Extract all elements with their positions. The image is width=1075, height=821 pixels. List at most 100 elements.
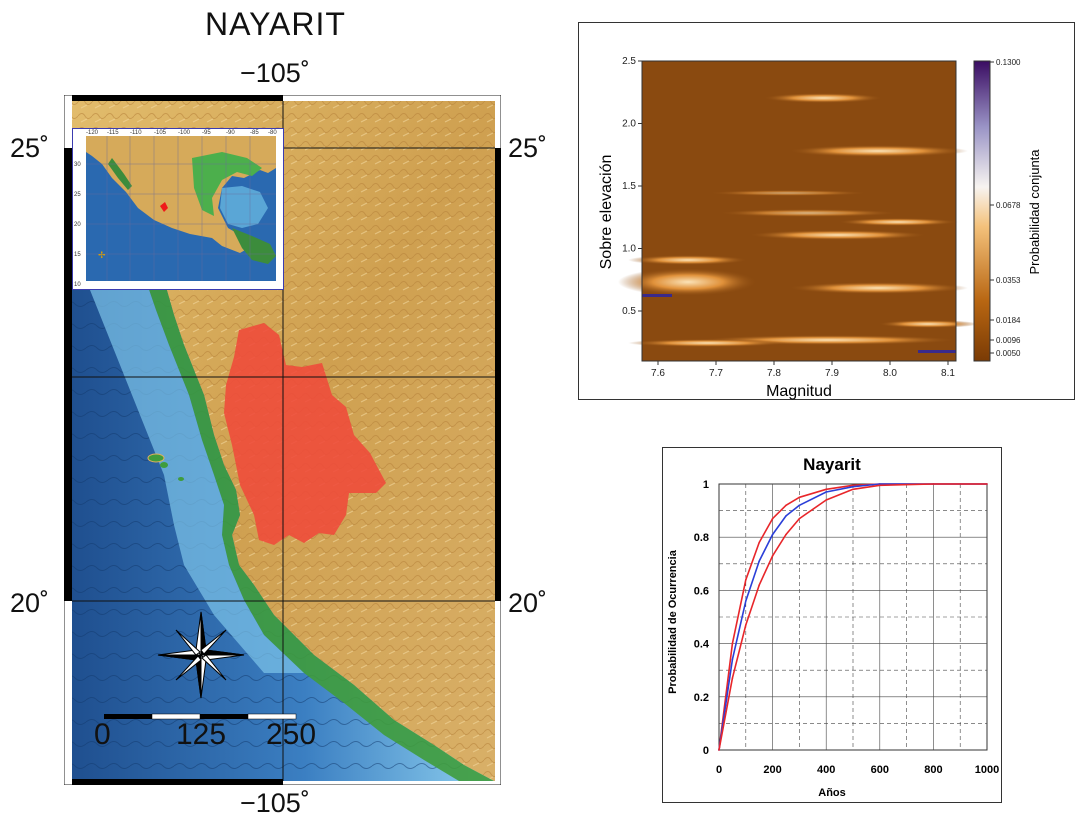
relief-map[interactable]: -120 -115 -110 -105 -100 -95 -90 -85 -80… — [63, 94, 502, 786]
y-axis-label: Sobre elevación — [598, 155, 615, 270]
data-point — [852, 484, 854, 487]
x-tick-label: 600 — [871, 764, 889, 776]
data-point — [825, 491, 827, 493]
lat-label-left-25: 25˚ — [10, 133, 50, 163]
scale-label-250: 250 — [266, 718, 317, 751]
colorbar-tick-label: 0.0184 — [996, 316, 1021, 325]
x-tick-label: 7.6 — [651, 368, 665, 379]
inset-lon-tick: -120 — [86, 130, 99, 136]
heatmap-streaks — [618, 93, 978, 353]
data-point — [731, 658, 734, 661]
data-point — [852, 488, 854, 491]
x-tick-label: 8.0 — [883, 368, 897, 379]
y-tick-label: 2.0 — [622, 119, 636, 130]
y-tick-label: 0.5 — [622, 306, 636, 317]
inset-lat-tick: 30 — [74, 162, 81, 168]
y-tick-label: 2.5 — [622, 56, 636, 67]
map-title: NAYARIT — [205, 6, 346, 42]
y-axis-label: Probabilidad de Ocurrencia — [667, 549, 679, 694]
x-tick-label: 7.7 — [709, 368, 723, 379]
data-point — [758, 541, 760, 544]
x-tick-label: 7.8 — [767, 368, 781, 379]
data-point — [798, 517, 801, 520]
data-point — [986, 483, 988, 485]
x-axis-label: Magnitud — [766, 383, 832, 400]
inset-locator-map: -120 -115 -110 -105 -100 -95 -90 -85 -80… — [71, 127, 285, 291]
scale-label-0: 0 — [94, 718, 111, 751]
chart-title: Nayarit — [803, 455, 861, 474]
colorbar-tick-label: 0.0353 — [996, 276, 1021, 285]
x-tick-label: 8.1 — [941, 368, 955, 379]
data-point — [798, 504, 801, 507]
colorbar-tick-label: 0.0050 — [996, 349, 1021, 358]
nayarit-state-highlight[interactable] — [224, 323, 386, 545]
compass-rose-icon — [156, 610, 246, 700]
data-point — [879, 484, 881, 487]
occurrence-probability-chart: Nayarit Años Probabilidad de Ocurrencia … — [662, 447, 1002, 803]
colorbar — [973, 60, 991, 362]
x-tick-label: 400 — [817, 764, 835, 776]
colorbar-tick-label: 0.0096 — [996, 336, 1021, 345]
inset-lat-tick: 20 — [74, 222, 81, 228]
inset-lat-tick: 25 — [74, 192, 81, 198]
x-tick-label: 0 — [716, 764, 722, 776]
inset-lat-tick: 15 — [74, 252, 81, 258]
y-tick-label: 0 — [703, 745, 709, 757]
lon-label-top: −105˚ — [240, 58, 310, 88]
data-point — [785, 515, 787, 517]
inset-lon-tick: -90 — [226, 130, 235, 136]
data-point — [785, 533, 787, 536]
x-tick-label: 200 — [763, 764, 781, 776]
scale-bar: 0 125 250 — [94, 712, 316, 772]
scale-label-125: 125 — [176, 718, 227, 751]
data-point — [771, 533, 774, 536]
data-point — [798, 496, 801, 499]
inset-lon-tick: -100 — [178, 130, 191, 136]
y-tick-label: 0.2 — [694, 692, 709, 704]
inset-lon-tick: -80 — [268, 130, 277, 136]
inset-compass-icon: ✢ — [98, 250, 106, 260]
y-tick-label: 1.5 — [622, 181, 636, 192]
data-point — [879, 483, 881, 485]
inset-lat-tick: 10 — [74, 282, 81, 288]
inset-lon-tick: -115 — [107, 130, 119, 136]
lat-label-right-25: 25˚ — [508, 133, 548, 163]
data-point — [731, 642, 734, 645]
y-tick-label: 1.0 — [622, 244, 636, 255]
data-point — [932, 483, 935, 485]
series-line-1 — [718, 483, 987, 751]
joint-probability-panel: 7.6 7.7 7.8 7.9 8.0 8.1 0.5 1.0 1.5 2.0 2.5 Magni… — [578, 22, 1075, 400]
data-point — [718, 749, 720, 751]
lat-label-right-20: 20˚ — [508, 588, 548, 618]
colorbar-label: Probabilidad conjunta — [1027, 149, 1042, 275]
data-point — [771, 517, 774, 520]
data-point — [785, 504, 787, 507]
lat-label-left-20: 20˚ — [10, 588, 50, 618]
data-point — [771, 555, 774, 557]
y-tick-label: 0.8 — [694, 532, 709, 544]
x-tick-label: 1000 — [975, 764, 999, 776]
data-point — [745, 578, 747, 581]
inset-lon-tick: -105 — [154, 130, 167, 136]
inset-lon-tick: -110 — [130, 130, 142, 136]
colorbar-tick-label: 0.1300 — [996, 58, 1021, 67]
data-point — [758, 584, 760, 586]
data-point — [825, 499, 827, 501]
inset-lon-tick: -95 — [202, 130, 211, 136]
lon-label-bottom: −105˚ — [240, 788, 310, 818]
series-line-2 — [718, 483, 987, 751]
data-point — [825, 488, 827, 491]
x-tick-label: 800 — [924, 764, 942, 776]
data-point — [745, 600, 747, 602]
x-tick-label: 7.9 — [825, 368, 839, 379]
y-tick-label: 1 — [703, 479, 709, 491]
data-point — [852, 485, 854, 488]
colorbar-tick-label: 0.0678 — [996, 201, 1021, 210]
x-axis-label: Años — [818, 787, 846, 799]
data-point — [758, 560, 760, 562]
data-point — [731, 677, 734, 679]
inset-lon-tick: -85 — [250, 130, 259, 136]
y-tick-label: 0.4 — [694, 639, 710, 651]
data-point — [745, 624, 747, 626]
y-tick-label: 0.6 — [694, 585, 709, 597]
